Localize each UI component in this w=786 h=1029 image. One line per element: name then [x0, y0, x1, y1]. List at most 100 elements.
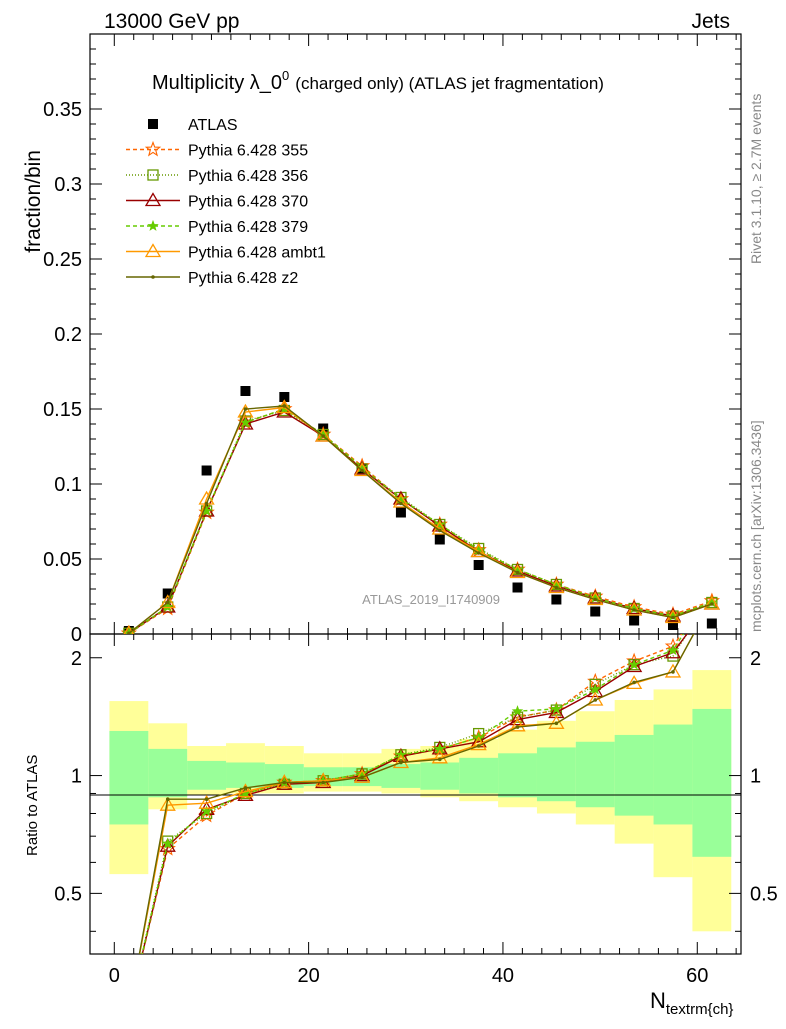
ratio-y-tick-label: 1: [71, 766, 82, 788]
data-point: [201, 465, 212, 476]
data-point: [512, 582, 523, 593]
main-y-tick-label: 0.2: [54, 324, 82, 346]
legend-item: Pythia 6.428 356: [126, 168, 308, 185]
data-point: [315, 772, 332, 787]
data-point: [321, 780, 325, 785]
energy-label: 13000 GeV pp: [104, 10, 239, 33]
main-series-layer: [120, 386, 720, 634]
data-point: [321, 434, 325, 438]
data-point: [360, 775, 364, 780]
ratio-series-pythia-6-428-z2: [127, 634, 695, 1013]
x-axis-title: Ntextrm{ch}: [650, 988, 733, 1018]
data-point: [705, 582, 718, 595]
data-point: [159, 594, 176, 609]
data-point: [509, 717, 526, 732]
data-point: [162, 837, 174, 849]
data-point: [198, 794, 215, 809]
data-point: [399, 760, 403, 765]
data-point: [243, 407, 248, 411]
x-tick-label: 40: [492, 965, 514, 987]
ratio-y-tick-label-right: 2: [750, 648, 761, 670]
legend-label: Pythia 6.428 379: [188, 219, 308, 236]
data-point: [664, 644, 682, 659]
data-point: [395, 507, 406, 518]
legend-label: Pythia 6.428 356: [188, 168, 308, 185]
data-point: [204, 797, 209, 802]
ratio-series-line: [141, 634, 685, 954]
data-point: [360, 468, 364, 473]
data-point: [554, 585, 559, 590]
main-y-tick-label: 0: [71, 624, 82, 646]
legend-marker: [151, 275, 155, 279]
data-point: [667, 620, 678, 630]
data-point: [589, 683, 601, 695]
data-point: [237, 415, 254, 430]
data-point: [671, 670, 675, 674]
legend-item: Pythia 6.428 z2: [126, 270, 298, 287]
data-point: [159, 837, 176, 852]
legend-item: Pythia 6.428 ambt1: [126, 243, 326, 262]
data-point: [515, 570, 520, 575]
data-point: [165, 600, 170, 605]
data-point: [625, 675, 643, 690]
main-y-tick-label: 0.25: [43, 249, 82, 271]
stat-uncertainty-bin: [109, 730, 149, 825]
data-point: [434, 534, 445, 545]
stat-uncertainty-bin: [420, 762, 460, 790]
data-point: [515, 725, 520, 729]
legend: ATLAS Pythia 6.428 355 Pythia 6.428 356 Pyt…: [126, 117, 326, 287]
rivet-version-label: Rivet 3.1.10, ≥ 2.7M events: [748, 94, 764, 264]
data-point: [315, 427, 332, 442]
legend-item: Pythia 6.428 370: [126, 192, 308, 211]
data-point: [279, 392, 290, 402]
ratio-y-axis-title: Ratio to ATLAS: [24, 755, 41, 856]
series-pythia-6-428-z2: [127, 404, 714, 634]
ratio-y-tick-label: 2: [71, 648, 82, 670]
data-point: [509, 711, 526, 726]
x-tick-label: 20: [297, 965, 319, 987]
legend-marker: [147, 169, 159, 181]
ratio-series-line: [141, 634, 688, 954]
mcplots-label: mcplots.cern.ch [arXiv:1306.3436]: [748, 420, 764, 632]
main-y-tick-label: 0.35: [43, 99, 82, 121]
legend-label: Pythia 6.428 370: [188, 194, 308, 211]
data-point: [240, 386, 251, 396]
series-line: [128, 408, 713, 634]
analysis-id-label: ATLAS_2019_I1740909: [362, 592, 500, 607]
legend-label: ATLAS: [188, 117, 238, 134]
data-point: [706, 618, 717, 629]
legend-label: Pythia 6.428 355: [188, 143, 308, 160]
data-point: [632, 608, 636, 612]
data-point: [476, 551, 481, 555]
stat-uncertainty-bin: [692, 708, 732, 857]
stat-uncertainty-bin: [575, 741, 615, 808]
data-point: [123, 624, 135, 634]
data-point: [282, 780, 287, 785]
data-point: [399, 501, 403, 506]
stat-uncertainty-bin: [498, 753, 537, 798]
data-point: [200, 805, 213, 817]
stat-uncertainty-bin: [381, 764, 421, 788]
data-point: [671, 615, 675, 620]
data-point: [162, 588, 173, 599]
data-point: [550, 702, 563, 714]
ratio-y-tick-label: 0.5: [54, 883, 82, 905]
data-point: [159, 796, 176, 811]
data-point: [276, 403, 293, 418]
data-point: [122, 1004, 136, 1016]
data-point: [433, 518, 446, 530]
legend-item: Pythia 6.428 379: [126, 219, 308, 236]
legend-label: Pythia 6.428 z2: [188, 270, 298, 287]
x-tick-label: 60: [686, 965, 708, 987]
data-point: [392, 754, 410, 769]
data-point: [593, 597, 598, 602]
data-point: [511, 705, 524, 717]
x-axis-title-sub: textrm{ch}: [666, 1001, 734, 1018]
stat-uncertainty-bin: [187, 760, 227, 790]
main-y-tick-label: 0.3: [54, 174, 82, 196]
data-point: [667, 644, 679, 656]
main-y-axis-title: fraction/bin: [22, 150, 45, 253]
data-point: [629, 615, 640, 626]
data-point: [127, 1009, 131, 1013]
